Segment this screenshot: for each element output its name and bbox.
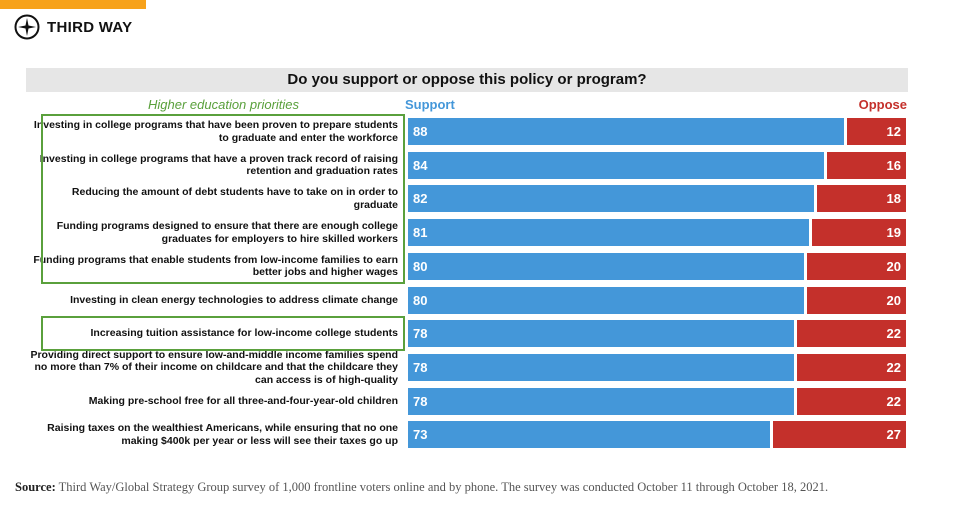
oppose-bar: 27: [772, 421, 906, 449]
category-header: Higher education priorities: [148, 97, 300, 112]
support-bar: 78: [408, 320, 795, 348]
third-way-logo: THIRD WAY: [14, 14, 133, 40]
category-label: Making pre-school free for all three-and…: [88, 394, 398, 407]
category-label: Reducing the amount of debt students hav…: [71, 186, 398, 211]
legend-oppose: Oppose: [858, 97, 907, 112]
category-label: Investing in college programs that have …: [39, 152, 398, 178]
support-bar: 88: [408, 118, 845, 145]
chart-title: Do you support or oppose this policy or …: [26, 68, 908, 92]
support-bar: 80: [408, 286, 805, 314]
support-bar: 84: [408, 151, 825, 179]
category-label: Funding programs designed to ensure that…: [56, 220, 398, 245]
source-label: Source:: [15, 480, 56, 494]
support-bar: 78: [408, 387, 795, 415]
oppose-bar: 20: [807, 286, 906, 314]
legend-support: Support: [405, 97, 455, 112]
logo-text: THIRD WAY: [47, 18, 133, 36]
source-note: Source: Third Way/Global Strategy Group …: [15, 480, 828, 495]
category-label: Increasing tuition assistance for low-in…: [90, 327, 398, 340]
support-bar: 82: [408, 185, 815, 213]
highlight-box: [41, 114, 405, 284]
support-bar: 80: [408, 252, 805, 280]
compass-icon: [14, 14, 40, 40]
oppose-bar: 22: [797, 320, 906, 348]
category-label: Providing direct support to ensure low-a…: [30, 348, 398, 386]
category-label: Investing in clean energy technologies t…: [70, 293, 398, 306]
category-label: Raising taxes on the wealthiest American…: [47, 422, 398, 447]
oppose-bar: 18: [817, 185, 906, 213]
support-bar: 81: [408, 219, 810, 247]
highlight-box: [41, 316, 405, 352]
source-text: Third Way/Global Strategy Group survey o…: [55, 480, 829, 494]
support-bar: 73: [408, 421, 770, 449]
oppose-bar: 19: [812, 219, 906, 247]
oppose-bar: 20: [807, 252, 906, 280]
support-bar: 78: [408, 353, 795, 381]
category-label: Investing in college programs that have …: [33, 119, 398, 144]
category-label: Funding programs that enable students fr…: [33, 253, 398, 279]
oppose-bar: 16: [827, 151, 906, 179]
oppose-bar: 22: [797, 353, 906, 381]
accent-bar: [0, 0, 146, 9]
oppose-bar: 22: [797, 387, 906, 415]
oppose-bar: 12: [847, 118, 906, 145]
